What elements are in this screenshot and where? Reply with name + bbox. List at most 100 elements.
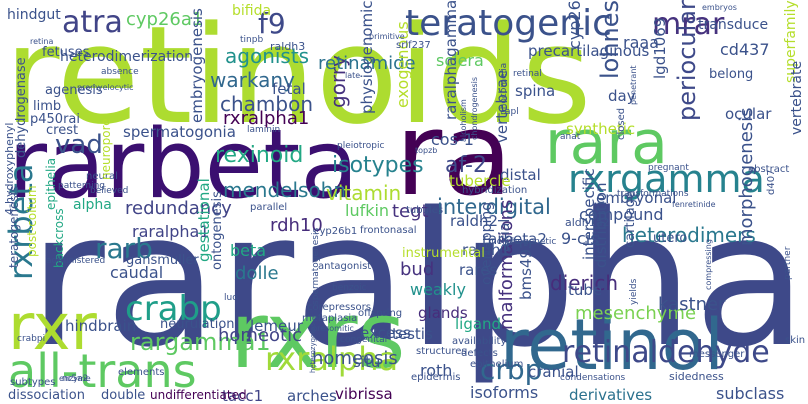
cloud-word: distal	[500, 166, 541, 184]
cloud-word: dolle	[235, 263, 279, 284]
cloud-word: vertebrate	[789, 60, 805, 135]
cloud-word: bifida	[232, 3, 272, 19]
cloud-word: rarbeta	[8, 110, 359, 220]
cloud-word: fetal	[272, 80, 306, 98]
cloud-word: raaa	[623, 33, 659, 52]
cloud-word: embryonal	[596, 189, 677, 207]
cloud-word: situ	[353, 353, 381, 371]
cloud-word: hindbrain	[65, 317, 137, 335]
cloud-word: dehydrogenase	[14, 57, 29, 158]
cloud-word: arches	[287, 387, 337, 404]
cloud-word: availability	[452, 336, 507, 347]
cloud-word: yields	[629, 278, 639, 305]
cloud-word: rxrgamma	[568, 157, 765, 201]
cloud-word: lufkin	[345, 201, 390, 220]
cloud-word: raralpha	[28, 172, 807, 388]
cloud-word: transduce	[698, 17, 769, 33]
cloud-word: tinpb	[240, 35, 264, 45]
cloud-word: subtypes	[10, 377, 56, 388]
cloud-word: physiogenomic	[358, 0, 376, 114]
cloud-word: offspring	[358, 308, 403, 319]
cloud-word: late	[345, 71, 361, 80]
cloud-word: morphogenetic	[488, 237, 557, 247]
cloud-word: hindgut	[7, 7, 61, 23]
cloud-word: bud	[400, 259, 435, 280]
cloud-word: raldh1	[462, 241, 511, 259]
cloud-word: promyelocytic	[77, 83, 134, 92]
cloud-word: ra	[395, 88, 513, 222]
cloud-word: d407	[766, 169, 777, 195]
cloud-word: crabp	[125, 289, 222, 329]
cloud-word: raralphagamma	[442, 0, 460, 121]
cloud-word: tacc1	[222, 387, 264, 404]
cloud-word: atra	[62, 5, 123, 40]
cloud-word: alpha	[73, 197, 112, 213]
cloud-word: structures	[416, 346, 467, 357]
cloud-word: 9-cis	[561, 229, 599, 248]
cloud-word: patterning	[58, 181, 105, 191]
cloud-word: all-trans	[8, 344, 197, 398]
cloud-word: chondrogenesis	[470, 76, 479, 140]
cloud-word: sidedness	[669, 370, 724, 383]
cloud-word: cyp26a1	[126, 9, 204, 30]
cloud-word: isotypes	[332, 153, 424, 178]
cloud-word: mrar	[652, 7, 725, 42]
cloud-word: lohnes	[596, 0, 624, 80]
cloud-word: antagonist	[318, 261, 372, 272]
cloud-word: subclass	[716, 384, 785, 403]
cloud-word: closed	[616, 107, 627, 140]
cloud-word: heterodimers	[622, 223, 756, 247]
cloud-word: day	[608, 87, 636, 105]
cloud-word: 4-hydroxyphenyl	[3, 122, 16, 215]
cloud-word: vibrissa	[335, 385, 393, 403]
cloud-word: rxr	[8, 291, 97, 365]
cloud-word: agonists	[225, 44, 310, 68]
cloud-word: retinoids	[4, 0, 592, 154]
cloud-word: believed	[90, 186, 129, 196]
cloud-word: primitive	[369, 32, 405, 41]
cloud-word: weakly	[410, 280, 466, 299]
cloud-word: frontonasal	[360, 225, 417, 236]
cloud-word: teratogenic	[405, 3, 612, 44]
cloud-word: retinamide	[318, 53, 416, 74]
cloud-word: f9	[258, 7, 286, 40]
cloud-word: periocular	[673, 0, 701, 121]
cloud-word: interdigital	[437, 195, 551, 219]
cloud-word: crbp	[480, 353, 543, 386]
cloud-word: precartilaginous	[528, 42, 650, 60]
cloud-word: parallel	[250, 202, 288, 213]
cloud-word: elements	[118, 367, 165, 378]
cloud-word: nr5a2	[62, 374, 89, 384]
cloud-word: caudal	[110, 263, 164, 282]
cloud-word: crabpi	[17, 334, 46, 344]
cloud-word: embryogenesis	[188, 8, 206, 123]
cloud-word: neuropore	[99, 118, 113, 180]
cloud-word: crest	[46, 123, 79, 138]
cloud-word: spermatogenesis	[311, 227, 321, 305]
cloud-word: chambon	[220, 92, 314, 116]
cloud-word: af-2	[445, 153, 487, 178]
cloud-word: apl	[505, 107, 519, 117]
cloud-word: rara	[545, 108, 668, 178]
cloud-word: sclera	[436, 51, 484, 70]
cloud-word: rxralpha	[265, 340, 399, 378]
cloud-word: neurulation	[160, 317, 235, 332]
cloud-word: kastner	[658, 294, 726, 315]
cloud-word: cartilage	[623, 191, 638, 248]
cloud-word: epithelia	[44, 157, 58, 210]
cloud-word: fenretinide	[672, 200, 716, 209]
cloud-word: derivatives	[569, 386, 653, 404]
cloud-word: spina	[515, 82, 556, 100]
cloud-word: homeotic	[218, 325, 302, 346]
cloud-word: pregnant	[648, 163, 689, 173]
cloud-word: limb	[33, 99, 62, 114]
cloud-word: warkany	[210, 68, 295, 92]
cloud-word: double	[101, 388, 146, 403]
cloud-word: laminin	[247, 125, 281, 135]
cloud-word: ontogenesis	[210, 191, 225, 270]
cloud-word: compressing	[704, 239, 713, 290]
cloud-word: cyp26b1	[314, 226, 358, 237]
cloud-word: rares	[459, 261, 498, 279]
cloud-word: cd437	[720, 40, 770, 59]
